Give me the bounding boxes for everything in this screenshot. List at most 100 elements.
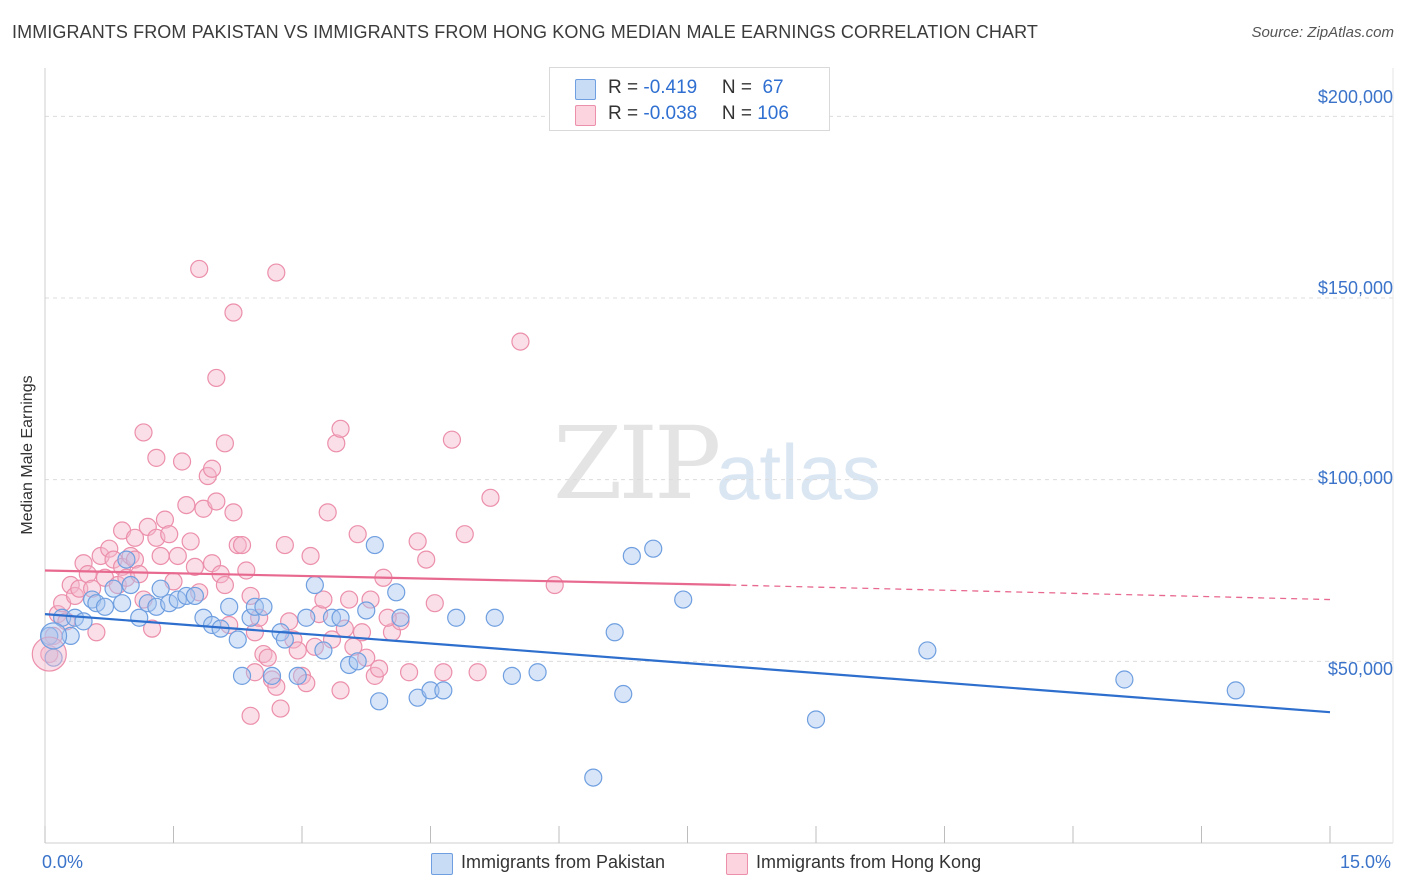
pakistan-point — [331, 608, 350, 627]
hongkong-point — [348, 525, 367, 544]
pakistan-point — [121, 575, 140, 595]
hongkong-point — [331, 681, 350, 700]
hongkong-point — [267, 263, 286, 282]
hongkong-point — [125, 528, 145, 547]
pakistan-point — [305, 575, 324, 595]
chart-title: IMMIGRANTS FROM PAKISTAN VS IMMIGRANTS F… — [12, 22, 1038, 42]
pakistan-point — [254, 597, 273, 616]
pakistan-point — [95, 597, 115, 616]
hongkong-point — [100, 539, 119, 558]
hongkong-point — [160, 525, 179, 544]
pakistan-point — [314, 641, 333, 660]
pakistan-point — [232, 666, 252, 685]
pakistan-point — [262, 666, 282, 685]
correlation-legend: R = -0.419 N = 67 R = -0.038 N = 106 — [549, 67, 830, 131]
hongkong-point — [147, 448, 166, 467]
hongkong-point — [267, 677, 286, 696]
hongkong-point — [237, 561, 256, 580]
hongkong-point — [314, 590, 333, 609]
hongkong-point — [434, 663, 453, 682]
pakistan-point — [644, 539, 663, 558]
hongkong-point — [455, 525, 474, 544]
x-min-label: 0.0% — [42, 852, 84, 872]
pakistan-point — [614, 684, 633, 704]
legend-r-label: R = — [608, 103, 644, 124]
hongkong-point — [228, 535, 247, 555]
y-tick-label: $200,000 — [1317, 87, 1393, 107]
pakistan-point — [365, 535, 384, 555]
hongkong-point — [245, 623, 264, 642]
hongkong-point — [370, 659, 389, 678]
chart-source: Source: ZipAtlas.com — [1251, 24, 1394, 41]
hongkong-point — [408, 532, 427, 551]
pakistan-point — [220, 597, 239, 616]
hongkong-point — [468, 663, 487, 682]
hongkong-point — [425, 594, 444, 613]
pakistan-point-cluster — [39, 622, 68, 650]
bottom-legend-swatch-pakistan — [431, 853, 453, 875]
pakistan-trendline — [44, 613, 1331, 714]
pakistan-point — [421, 681, 440, 700]
hongkong-point — [442, 430, 462, 449]
legend-swatch-pakistan — [575, 79, 596, 100]
pakistan-point — [528, 663, 547, 682]
y-tick-label: $150,000 — [1317, 278, 1393, 298]
pakistan-point — [288, 666, 307, 685]
pakistan-point — [806, 710, 826, 729]
hongkong-point — [352, 623, 372, 642]
hongkong-point — [378, 608, 397, 627]
hongkong-point — [301, 546, 320, 566]
pakistan-point — [117, 550, 136, 569]
hongkong-point — [241, 706, 260, 725]
pakistan-point — [228, 630, 247, 649]
hongkong-point — [340, 590, 359, 609]
hongkong-point — [78, 565, 97, 584]
pakistan-point — [151, 579, 170, 598]
hongkong-point — [134, 423, 153, 442]
hongkong-point — [271, 699, 290, 718]
y-axis-label: Median Male Earnings — [19, 375, 36, 535]
hongkong-point — [275, 535, 294, 555]
hongkong-point — [327, 434, 346, 453]
hongkong-point — [142, 619, 162, 638]
pakistan-point — [584, 768, 603, 787]
hongkong-point — [181, 532, 200, 551]
legend-swatch-hongkong — [575, 105, 596, 126]
hongkong-point — [70, 579, 89, 598]
bottom-legend-swatch-hongkong — [726, 853, 748, 875]
legend-r-value: -0.419 — [643, 77, 698, 98]
hongkong-point — [224, 503, 243, 522]
hongkong-point — [190, 259, 209, 279]
hongkong-trendline — [44, 569, 731, 587]
bottom-legend-label-pakistan: Immigrants from Pakistan — [461, 852, 666, 872]
pakistan-point — [348, 652, 367, 671]
pakistan-point — [918, 641, 937, 660]
watermark-atlas: atlas — [716, 428, 881, 516]
pakistan-point — [434, 681, 453, 700]
hongkong-point — [288, 641, 307, 660]
pakistan-point — [391, 608, 410, 627]
hongkong-point — [185, 557, 205, 576]
pakistan-point — [674, 590, 693, 609]
pakistan-point — [297, 608, 316, 627]
hongkong-point — [224, 303, 243, 322]
pakistan-point — [622, 546, 641, 566]
legend-n-value: 67 — [757, 77, 784, 98]
hongkong-point — [232, 535, 252, 555]
hongkong-point — [545, 575, 564, 595]
hongkong-point — [215, 434, 234, 453]
pakistan-point — [605, 623, 624, 642]
hongkong-point — [202, 459, 222, 478]
legend-n-value: 106 — [757, 103, 789, 124]
pakistan-point — [104, 579, 123, 598]
x-max-label: 15.0% — [1340, 852, 1392, 872]
hongkong-point — [258, 648, 277, 667]
hongkong-point-cluster — [31, 636, 67, 672]
legend-n-label: N = — [721, 103, 758, 124]
hongkong-trendline-extension — [730, 584, 1331, 601]
y-tick-label: $100,000 — [1317, 468, 1393, 488]
pakistan-point — [357, 601, 376, 620]
hongkong-point — [155, 510, 175, 529]
pakistan-point — [485, 608, 504, 627]
hongkong-point — [172, 452, 192, 471]
